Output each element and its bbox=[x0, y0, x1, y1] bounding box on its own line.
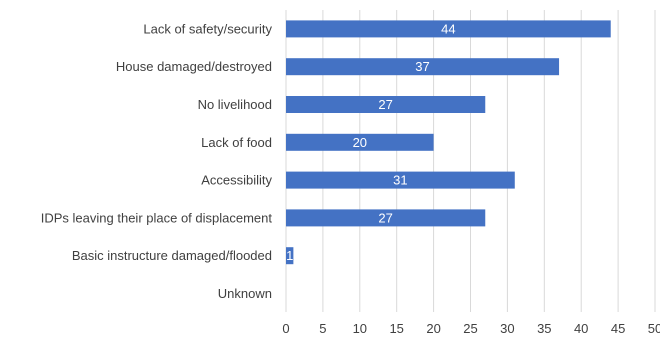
x-tick-label: 40 bbox=[574, 321, 588, 336]
gridlines bbox=[285, 10, 656, 312]
x-tick-label: 30 bbox=[500, 321, 514, 336]
x-tick-label: 20 bbox=[426, 321, 440, 336]
bar bbox=[286, 171, 515, 189]
data-label: 20 bbox=[353, 135, 367, 150]
category-label: Lack of safety/security bbox=[143, 21, 272, 36]
category-label: House damaged/destroyed bbox=[116, 59, 272, 74]
x-tick-label: 0 bbox=[282, 321, 289, 336]
x-tick-label: 45 bbox=[611, 321, 625, 336]
x-tick-label: 35 bbox=[537, 321, 551, 336]
x-tick-label: 25 bbox=[463, 321, 477, 336]
x-tick-label: 5 bbox=[319, 321, 326, 336]
category-label: Lack of food bbox=[201, 135, 272, 150]
category-label: Accessibility bbox=[201, 173, 272, 188]
data-labels: 44 37 27 20 31 27 1 bbox=[286, 21, 456, 263]
x-tick-label: 10 bbox=[353, 321, 367, 336]
x-tick-label: 15 bbox=[389, 321, 403, 336]
bars bbox=[286, 20, 611, 265]
data-label: 27 bbox=[378, 210, 392, 225]
data-label: 31 bbox=[393, 173, 407, 188]
data-label: 44 bbox=[441, 21, 455, 36]
data-label: 1 bbox=[286, 248, 293, 263]
data-label: 27 bbox=[378, 97, 392, 112]
x-tick-label: 50 bbox=[648, 321, 660, 336]
data-label: 37 bbox=[415, 59, 429, 74]
bar bbox=[286, 133, 434, 151]
x-axis-tick-labels: 0 5 10 15 20 25 30 35 40 45 50 bbox=[282, 321, 660, 336]
bar bbox=[286, 58, 560, 76]
category-labels: Lack of safety/security House damaged/des… bbox=[41, 21, 273, 301]
bar bbox=[286, 247, 294, 265]
category-label: IDPs leaving their place of displacement bbox=[41, 210, 273, 225]
bar bbox=[286, 20, 611, 38]
bar bbox=[286, 209, 486, 227]
bar bbox=[286, 96, 486, 113]
category-label: Unknown bbox=[218, 286, 272, 301]
category-label: Basic instructure damaged/flooded bbox=[72, 248, 272, 263]
category-label: No livelihood bbox=[198, 97, 272, 112]
